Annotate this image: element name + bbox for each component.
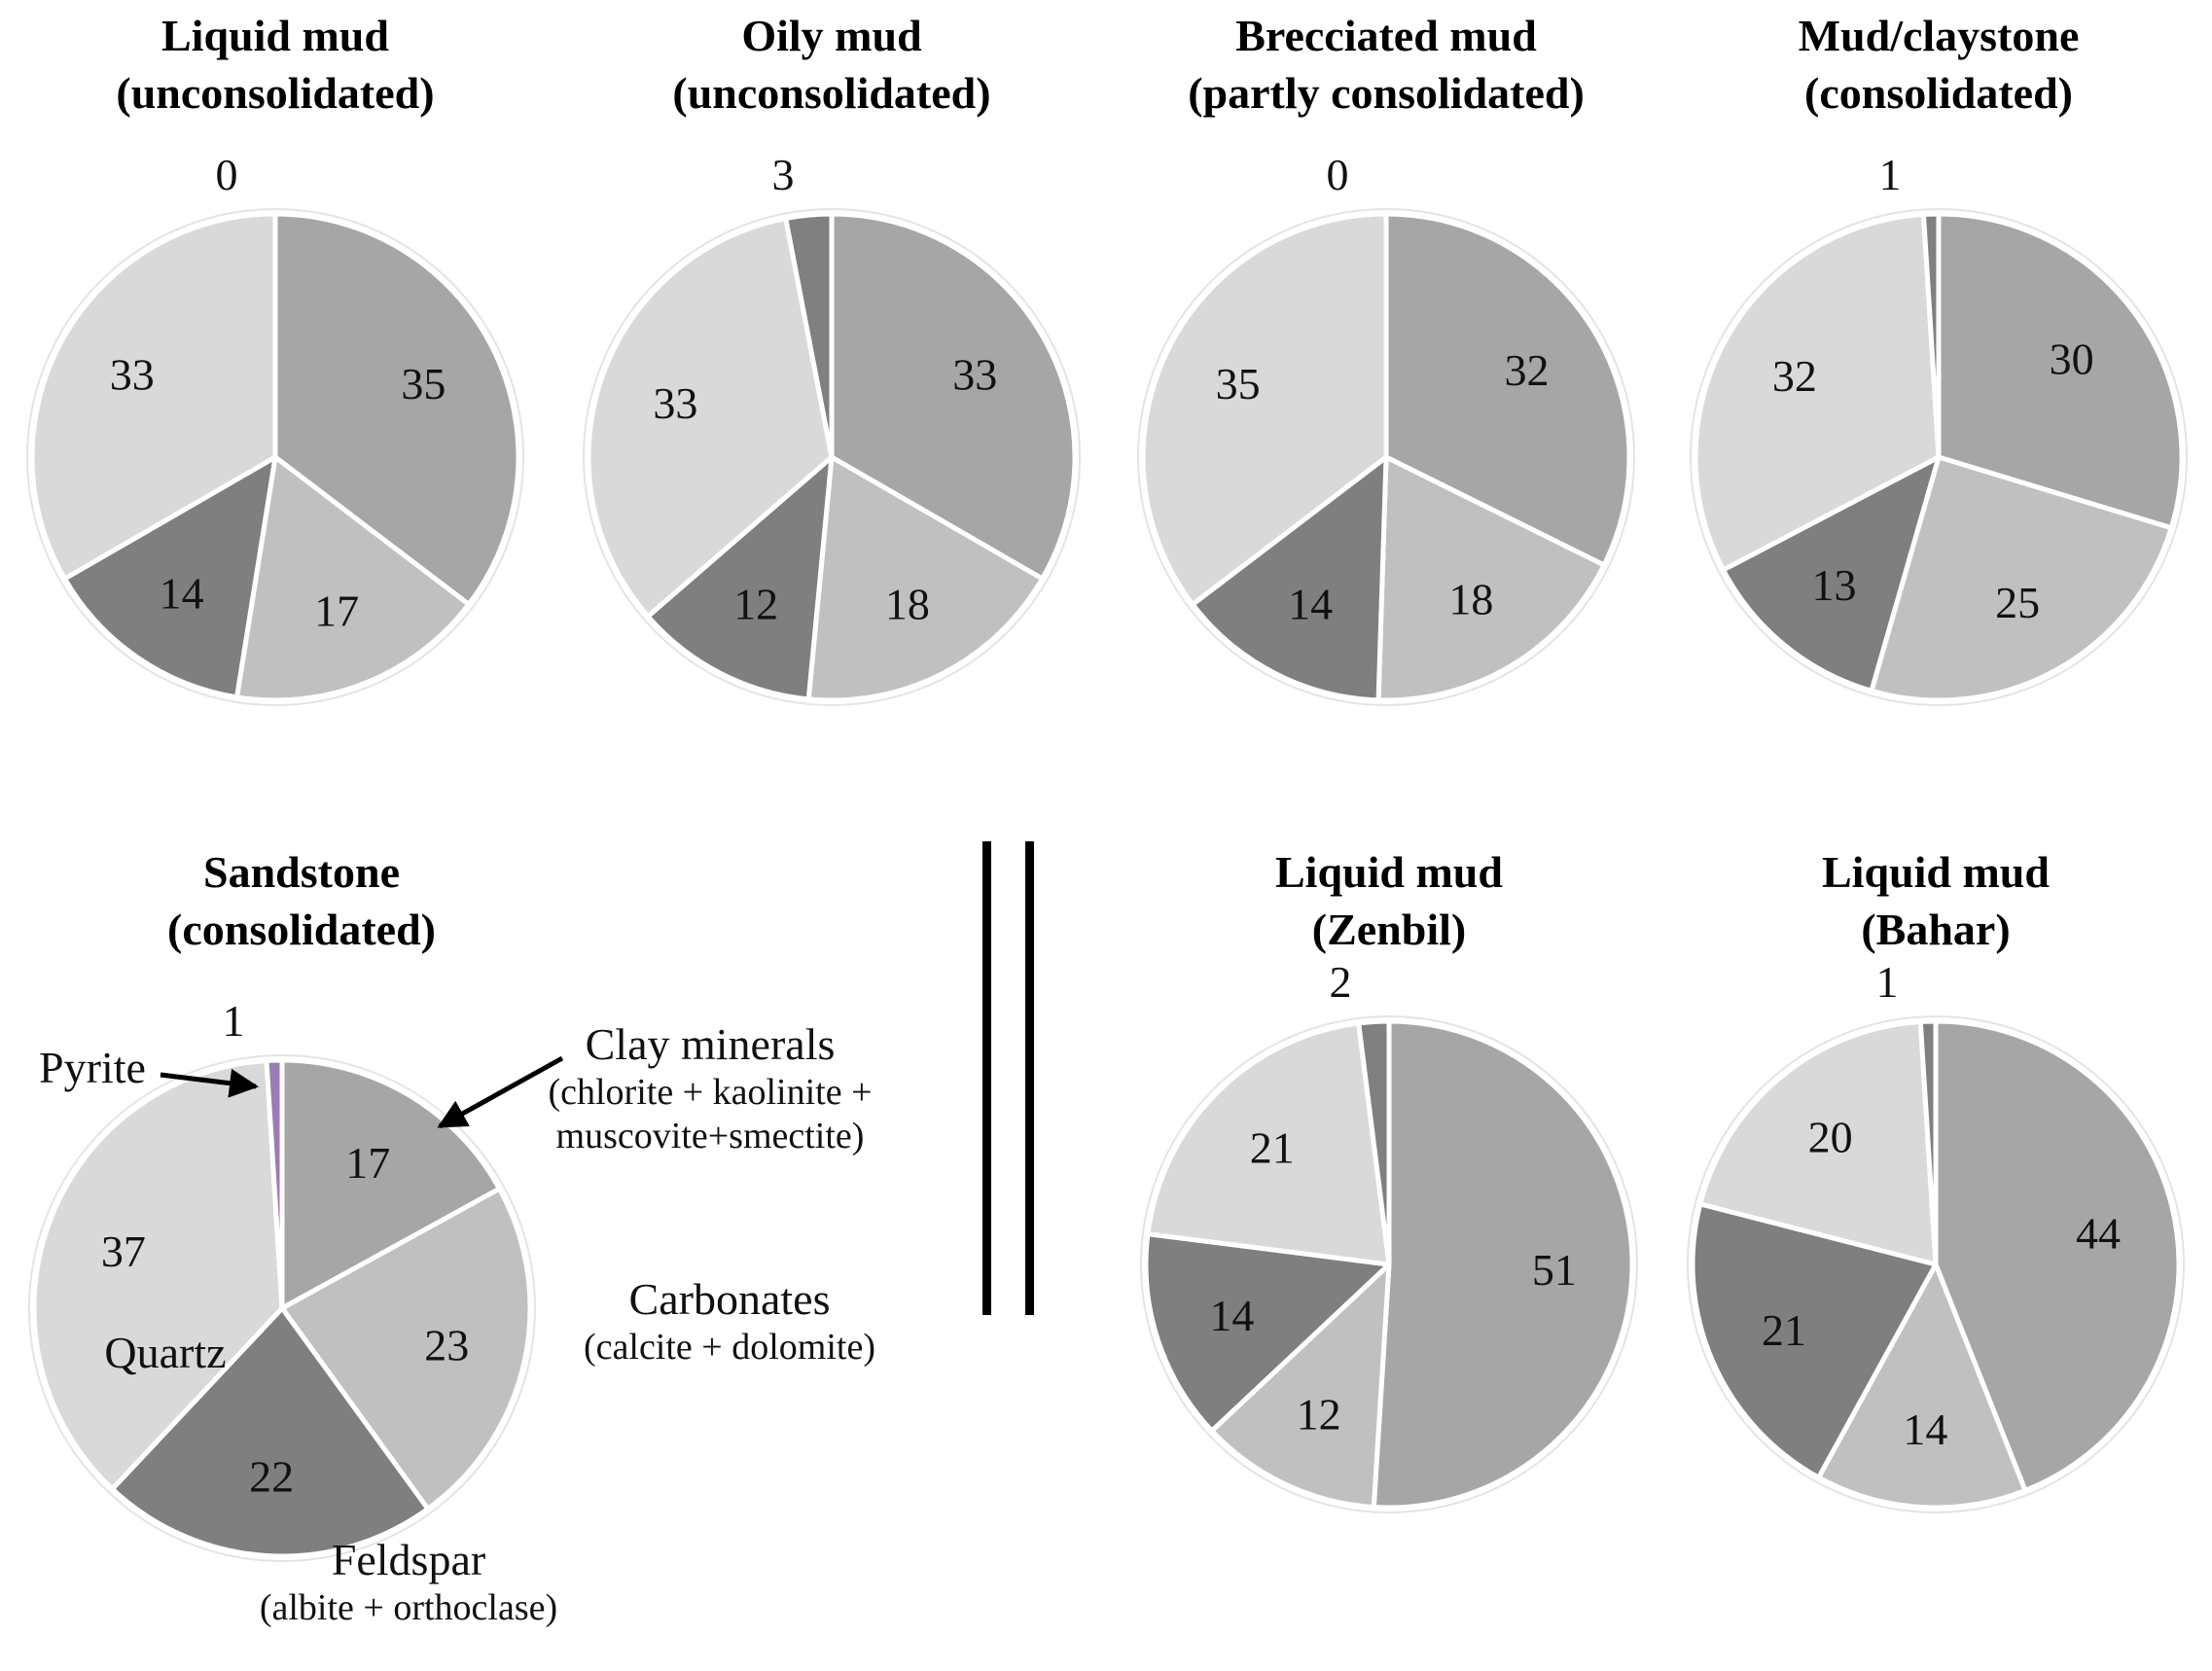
svg-text:14: 14	[160, 569, 204, 619]
clay-minerals-sublabel-1: (chlorite + kaolinite +	[548, 1071, 873, 1113]
svg-text:35: 35	[401, 359, 446, 409]
title-line-1: Liquid mud	[161, 11, 389, 60]
pie-liquid-mud-bahar: 44 14 21 20 1	[1687, 957, 2185, 1513]
clay-minerals-annotation: Clay minerals (chlorite + kaolinite + mu…	[467, 1019, 953, 1158]
svg-text:2: 2	[1330, 957, 1352, 1007]
svg-text:33: 33	[110, 350, 155, 400]
pie-chart-title: Mud/claystone (consolidated)	[1666, 8, 2211, 123]
pyrite-label: Pyrite	[39, 1043, 146, 1092]
pie-chart-mud-claystone: Mud/claystone (consolidated) 30 25 13 32 1	[1666, 0, 2211, 807]
svg-text:33: 33	[653, 378, 697, 428]
svg-text:12: 12	[1297, 1389, 1341, 1439]
carbonates-sublabel: (calcite + dolomite)	[584, 1326, 875, 1368]
quartz-annotation: Quartz	[39, 1328, 292, 1379]
pie-liquid-mud-zenbil: 51 12 14 21 2	[1140, 957, 1638, 1513]
title-line-1: Liquid mud	[1275, 847, 1503, 897]
svg-text:25: 25	[1995, 578, 2040, 627]
svg-text:51: 51	[1532, 1245, 1577, 1295]
svg-text:13: 13	[1812, 560, 1857, 610]
pie-sandstone-consolidated: 17 23 22 37 1	[28, 996, 564, 1562]
svg-text:18: 18	[885, 580, 930, 629]
pie-mud-claystone: 30 25 13 32 1	[1690, 150, 2188, 706]
svg-text:3: 3	[772, 150, 795, 199]
svg-text:14: 14	[1288, 580, 1333, 629]
svg-text:0: 0	[216, 150, 238, 199]
pie-chart-title: Liquid mud (Zenbil)	[1117, 844, 1661, 959]
svg-text:30: 30	[2050, 334, 2094, 383]
pie-chart-liquid-mud-zenbil: Liquid mud (Zenbil) 51 12 14 21 2	[1117, 836, 1661, 1671]
title-line-1: Sandstone	[203, 847, 400, 897]
svg-text:35: 35	[1216, 359, 1261, 409]
svg-text:21: 21	[1250, 1122, 1295, 1172]
pie-chart-liquid-mud-unconsolidated: Liquid mud (unconsolidated) 35 17 14 33 0	[3, 0, 548, 807]
clay-minerals-label: Clay minerals	[585, 1019, 836, 1069]
title-line-1: Liquid mud	[1822, 847, 2050, 897]
svg-text:17: 17	[345, 1138, 390, 1188]
svg-text:32: 32	[1772, 351, 1817, 401]
svg-text:0: 0	[1327, 150, 1349, 199]
section-divider-bar-right	[1025, 841, 1034, 1315]
title-line-2: (partly consolidated)	[1188, 67, 1585, 118]
svg-text:32: 32	[1504, 345, 1549, 395]
title-line-2: (Bahar)	[1861, 904, 2011, 954]
pie-chart-title: Liquid mud (Bahar)	[1663, 844, 2208, 959]
carbonates-label: Carbonates	[628, 1274, 831, 1324]
svg-text:21: 21	[1762, 1305, 1806, 1355]
svg-text:1: 1	[223, 996, 245, 1046]
svg-text:1: 1	[1879, 150, 1902, 199]
title-line-1: Brecciated mud	[1235, 11, 1537, 60]
title-line-2: (unconsolidated)	[672, 67, 991, 118]
section-divider-bar-left	[982, 841, 991, 1315]
svg-text:18: 18	[1448, 574, 1493, 623]
svg-text:22: 22	[249, 1452, 294, 1502]
svg-text:33: 33	[952, 350, 997, 400]
pie-chart-title: Liquid mud (unconsolidated)	[3, 8, 548, 123]
feldspar-annotation: Feldspar (albite + orthoclase)	[165, 1535, 652, 1630]
pyrite-annotation: Pyrite	[0, 1043, 185, 1094]
svg-text:14: 14	[1209, 1291, 1254, 1340]
pie-chart-title: Brecciated mud (partly consolidated)	[1114, 8, 1659, 123]
title-line-2: (consolidated)	[1804, 67, 2073, 118]
svg-text:14: 14	[1903, 1404, 1947, 1454]
title-line-1: Oily mud	[741, 11, 922, 60]
title-line-2: (unconsolidated)	[116, 67, 435, 118]
title-line-1: Mud/claystone	[1798, 11, 2080, 60]
pie-chart-sandstone-consolidated: 17 23 22 37 1 Sandstone (consolidated) Pyrit…	[0, 836, 963, 1671]
pie-chart-brecciated-mud: Brecciated mud (partly consolidated) 32 1…	[1114, 0, 1659, 807]
pie-chart-liquid-mud-bahar: Liquid mud (Bahar) 44 14 21 20 1	[1663, 836, 2208, 1671]
feldspar-label: Feldspar	[331, 1535, 486, 1584]
title-line-2: (Zenbil)	[1311, 904, 1467, 954]
title-line-2: (consolidated)	[167, 904, 436, 954]
carbonates-annotation: Carbonates (calcite + dolomite)	[516, 1274, 944, 1369]
svg-text:23: 23	[424, 1320, 469, 1369]
pie-liquid-mud-unconsolidated: 35 17 14 33 0	[26, 150, 524, 706]
pie-chart-title: Sandstone (consolidated)	[0, 844, 603, 959]
pie-brecciated-mud: 32 18 14 35 0	[1137, 150, 1635, 706]
feldspar-sublabel: (albite + orthoclase)	[259, 1586, 558, 1628]
quartz-label: Quartz	[104, 1328, 227, 1377]
svg-text:20: 20	[1808, 1113, 1853, 1162]
svg-text:17: 17	[314, 586, 359, 635]
pie-chart-oily-mud-unconsolidated: Oily mud (unconsolidated) 33 18 12 33 3	[559, 0, 1104, 807]
svg-text:37: 37	[101, 1227, 146, 1276]
svg-text:1: 1	[1876, 957, 1899, 1007]
pie-chart-title: Oily mud (unconsolidated)	[559, 8, 1104, 123]
clay-minerals-sublabel-2: muscovite+smectite)	[555, 1115, 865, 1156]
svg-text:12: 12	[733, 580, 778, 629]
svg-text:44: 44	[2076, 1209, 2121, 1259]
